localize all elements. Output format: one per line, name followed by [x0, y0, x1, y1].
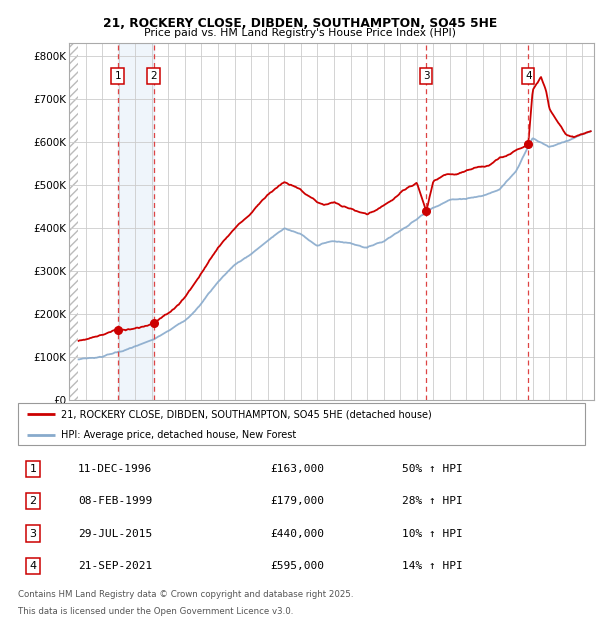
- Text: £163,000: £163,000: [270, 464, 324, 474]
- Text: Price paid vs. HM Land Registry's House Price Index (HPI): Price paid vs. HM Land Registry's House …: [144, 28, 456, 38]
- Text: £179,000: £179,000: [270, 497, 324, 507]
- Text: 2: 2: [151, 71, 157, 81]
- Text: 4: 4: [525, 71, 532, 81]
- Text: 4: 4: [29, 561, 37, 571]
- Text: This data is licensed under the Open Government Licence v3.0.: This data is licensed under the Open Gov…: [18, 608, 293, 616]
- Text: 3: 3: [29, 529, 37, 539]
- Text: 1: 1: [29, 464, 37, 474]
- FancyBboxPatch shape: [18, 403, 585, 445]
- Bar: [118, 43, 154, 400]
- Text: 10% ↑ HPI: 10% ↑ HPI: [402, 529, 463, 539]
- Text: Contains HM Land Registry data © Crown copyright and database right 2025.: Contains HM Land Registry data © Crown c…: [18, 590, 353, 599]
- Text: 1: 1: [115, 71, 121, 81]
- Text: 08-FEB-1999: 08-FEB-1999: [78, 497, 152, 507]
- Text: £595,000: £595,000: [270, 561, 324, 571]
- Text: £440,000: £440,000: [270, 529, 324, 539]
- Text: 21, ROCKERY CLOSE, DIBDEN, SOUTHAMPTON, SO45 5HE (detached house): 21, ROCKERY CLOSE, DIBDEN, SOUTHAMPTON, …: [61, 409, 431, 419]
- Text: 50% ↑ HPI: 50% ↑ HPI: [402, 464, 463, 474]
- Text: 3: 3: [423, 71, 430, 81]
- Text: 29-JUL-2015: 29-JUL-2015: [78, 529, 152, 539]
- Text: 11-DEC-1996: 11-DEC-1996: [78, 464, 152, 474]
- Text: HPI: Average price, detached house, New Forest: HPI: Average price, detached house, New …: [61, 430, 296, 440]
- Text: 21-SEP-2021: 21-SEP-2021: [78, 561, 152, 571]
- Text: 21, ROCKERY CLOSE, DIBDEN, SOUTHAMPTON, SO45 5HE: 21, ROCKERY CLOSE, DIBDEN, SOUTHAMPTON, …: [103, 17, 497, 30]
- Text: 2: 2: [29, 497, 37, 507]
- Text: 28% ↑ HPI: 28% ↑ HPI: [402, 497, 463, 507]
- Text: 14% ↑ HPI: 14% ↑ HPI: [402, 561, 463, 571]
